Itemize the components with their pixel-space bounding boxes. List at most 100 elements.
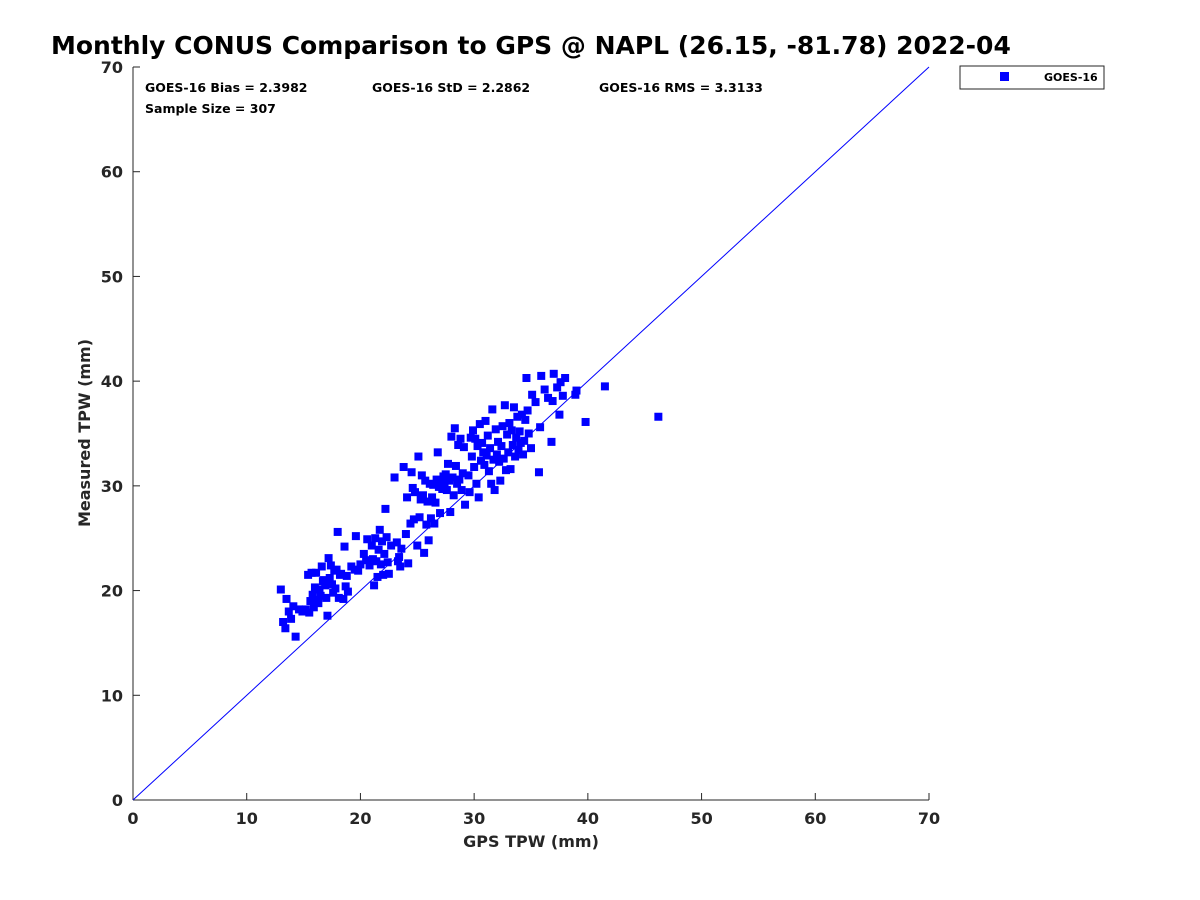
data-point — [521, 415, 530, 424]
data-point — [540, 385, 549, 394]
data-point — [476, 456, 485, 465]
data-point — [411, 488, 420, 497]
data-point — [443, 459, 452, 468]
data-point — [555, 410, 564, 419]
data-point — [497, 442, 506, 451]
data-point — [341, 582, 350, 591]
data-point — [556, 378, 565, 387]
y-tick-label: 20 — [101, 582, 123, 601]
data-point — [450, 424, 459, 433]
data-point — [365, 561, 374, 570]
data-point — [429, 480, 438, 489]
data-point — [544, 393, 553, 402]
data-point — [442, 486, 451, 495]
data-point — [432, 475, 441, 484]
data-point — [488, 405, 497, 414]
data-point — [581, 417, 590, 426]
data-point — [455, 475, 464, 484]
data-point — [433, 448, 442, 457]
data-point — [471, 434, 480, 443]
data-point — [572, 386, 581, 395]
data-point — [316, 591, 325, 600]
data-point — [401, 530, 410, 539]
y-tick-label: 50 — [101, 267, 123, 286]
data-point — [480, 460, 489, 469]
y-axis-ticks: 0 10 20 30 40 50 60 70 — [101, 58, 140, 810]
data-point — [466, 433, 475, 442]
chart-title: Monthly CONUS Comparison to GPS @ NAPL (… — [51, 31, 1011, 60]
data-point — [379, 570, 388, 579]
data-point — [382, 533, 391, 542]
data-point — [536, 423, 545, 432]
data-point — [406, 519, 415, 528]
data-point — [315, 585, 324, 594]
data-point — [519, 450, 528, 459]
data-point — [428, 493, 437, 502]
data-point — [484, 467, 493, 476]
data-point — [548, 397, 557, 406]
data-point — [531, 398, 540, 407]
data-point — [454, 441, 463, 450]
data-point — [457, 486, 466, 495]
data-point — [491, 425, 500, 434]
data-point — [363, 535, 372, 544]
y-tick-label: 0 — [112, 791, 123, 810]
data-point — [317, 562, 326, 571]
data-point — [483, 431, 492, 440]
data-point — [322, 593, 331, 602]
data-point — [474, 493, 483, 502]
x-axis-ticks: 0 10 20 30 40 50 60 70 — [127, 793, 940, 828]
data-points — [276, 369, 663, 641]
data-point — [515, 427, 524, 436]
data-point — [282, 594, 291, 603]
data-point — [337, 569, 346, 578]
data-point — [481, 416, 490, 425]
data-point — [446, 508, 455, 517]
data-point — [339, 594, 348, 603]
data-point — [397, 544, 406, 553]
data-point — [527, 444, 535, 453]
data-point — [553, 383, 562, 392]
data-point — [422, 520, 431, 529]
y-tick-label: 40 — [101, 372, 123, 391]
data-point — [511, 452, 520, 461]
data-point — [281, 624, 290, 633]
data-point — [404, 559, 413, 568]
data-point — [436, 509, 445, 518]
data-point — [417, 471, 426, 480]
data-point — [448, 473, 457, 482]
data-point — [600, 382, 609, 391]
data-point — [376, 560, 385, 569]
data-point — [547, 437, 556, 446]
data-point — [291, 632, 300, 641]
x-tick-label: 60 — [804, 809, 826, 828]
data-point — [384, 569, 393, 578]
data-point — [320, 576, 329, 585]
data-point — [534, 468, 543, 477]
sample-size-stat: Sample Size = 307 — [145, 101, 276, 116]
data-point — [500, 401, 509, 410]
data-point — [421, 476, 430, 485]
y-tick-label: 30 — [101, 477, 123, 496]
data-point — [308, 590, 317, 599]
data-point — [453, 479, 462, 488]
data-point — [506, 465, 515, 474]
data-point — [494, 437, 503, 446]
data-point — [287, 614, 296, 623]
data-point — [430, 519, 439, 528]
data-point — [513, 412, 522, 421]
legend-label: GOES-16 — [1044, 71, 1098, 84]
data-point — [354, 566, 363, 575]
data-point — [351, 532, 360, 541]
data-point — [654, 412, 663, 421]
data-point — [426, 514, 435, 523]
x-tick-label: 50 — [690, 809, 712, 828]
data-point — [456, 434, 465, 443]
data-point — [399, 463, 408, 472]
data-point — [520, 436, 529, 445]
data-point — [371, 534, 380, 543]
data-point — [340, 542, 349, 551]
data-point — [310, 583, 319, 592]
data-point — [356, 560, 365, 569]
